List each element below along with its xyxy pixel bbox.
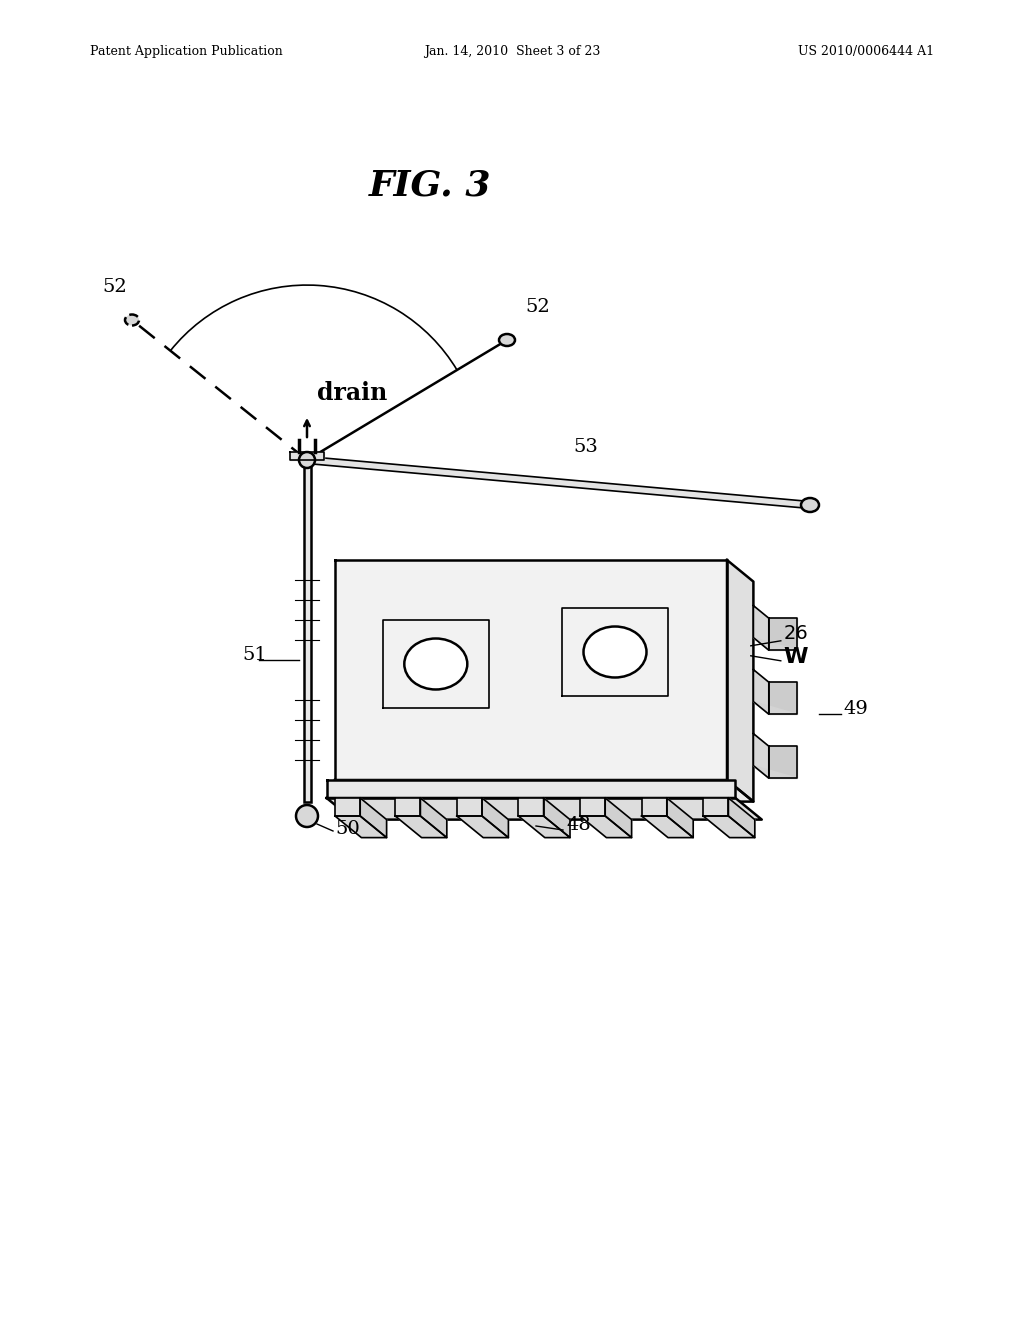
Polygon shape xyxy=(290,451,324,459)
Text: Jan. 14, 2010  Sheet 3 of 23: Jan. 14, 2010 Sheet 3 of 23 xyxy=(424,45,600,58)
Polygon shape xyxy=(360,799,387,838)
Polygon shape xyxy=(754,702,797,714)
Polygon shape xyxy=(395,816,446,838)
Polygon shape xyxy=(754,734,769,779)
Polygon shape xyxy=(667,799,693,838)
Polygon shape xyxy=(642,816,693,838)
Ellipse shape xyxy=(801,498,819,512)
Polygon shape xyxy=(703,799,728,816)
Polygon shape xyxy=(580,799,605,816)
Polygon shape xyxy=(327,799,762,820)
Ellipse shape xyxy=(125,314,139,326)
Ellipse shape xyxy=(296,805,318,828)
Polygon shape xyxy=(769,682,797,714)
Polygon shape xyxy=(335,780,754,801)
Polygon shape xyxy=(303,459,310,803)
Polygon shape xyxy=(335,799,360,816)
Polygon shape xyxy=(754,669,769,714)
Polygon shape xyxy=(307,457,810,508)
Text: W: W xyxy=(783,647,808,667)
Text: US 2010/0006444 A1: US 2010/0006444 A1 xyxy=(798,45,934,58)
Polygon shape xyxy=(518,799,544,816)
Ellipse shape xyxy=(584,627,646,677)
Polygon shape xyxy=(457,799,482,816)
Polygon shape xyxy=(327,780,735,799)
Polygon shape xyxy=(703,816,755,838)
Text: FIG. 3: FIG. 3 xyxy=(369,168,492,202)
Polygon shape xyxy=(395,799,421,816)
Polygon shape xyxy=(457,816,508,838)
Polygon shape xyxy=(335,560,727,780)
Text: 26: 26 xyxy=(783,624,809,643)
Polygon shape xyxy=(580,816,632,838)
Polygon shape xyxy=(769,746,797,779)
Polygon shape xyxy=(769,618,797,651)
Text: 50: 50 xyxy=(335,820,359,838)
Text: 49: 49 xyxy=(844,700,868,718)
Text: 53: 53 xyxy=(573,438,598,457)
Ellipse shape xyxy=(299,451,315,469)
Text: drain: drain xyxy=(317,381,387,405)
Polygon shape xyxy=(544,799,570,838)
Text: Patent Application Publication: Patent Application Publication xyxy=(90,45,283,58)
Polygon shape xyxy=(642,799,667,816)
Ellipse shape xyxy=(499,334,515,346)
Polygon shape xyxy=(482,799,508,838)
Polygon shape xyxy=(754,606,769,651)
Polygon shape xyxy=(754,638,797,651)
Polygon shape xyxy=(727,560,754,801)
Text: 52: 52 xyxy=(102,279,127,296)
Text: 48: 48 xyxy=(566,816,591,834)
Polygon shape xyxy=(421,799,446,838)
Ellipse shape xyxy=(404,639,467,689)
Polygon shape xyxy=(605,799,632,838)
Polygon shape xyxy=(728,799,755,838)
Text: 51: 51 xyxy=(242,645,266,664)
Polygon shape xyxy=(754,766,797,779)
Text: 52: 52 xyxy=(525,298,550,315)
Polygon shape xyxy=(518,816,570,838)
Polygon shape xyxy=(335,816,387,838)
